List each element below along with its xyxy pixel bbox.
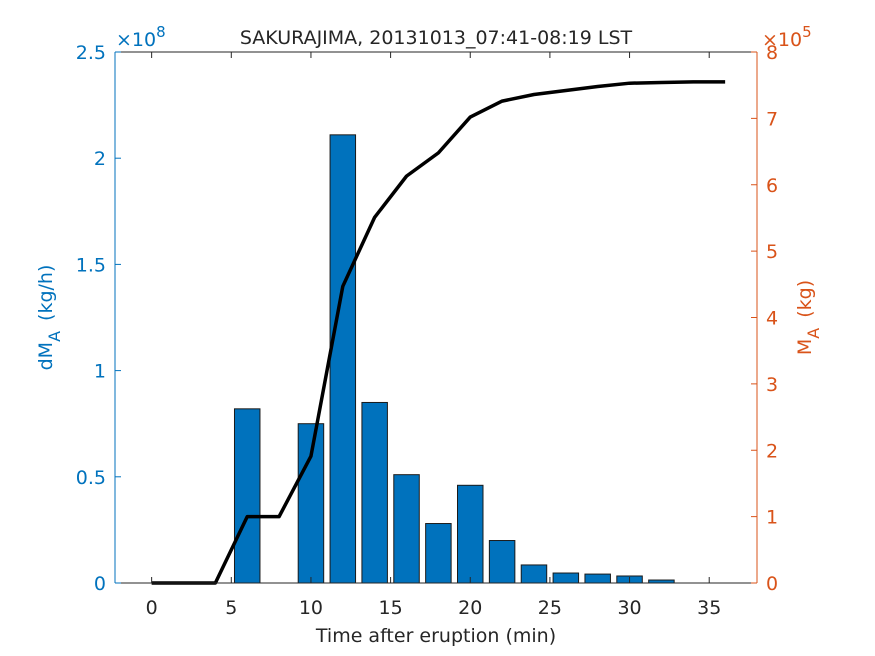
bar — [488, 540, 516, 584]
x-axis-label: Time after eruption (min) — [315, 625, 556, 647]
y2-tick-label: 8 — [766, 42, 778, 64]
bar — [552, 572, 580, 584]
y2-tick-label: 0 — [766, 573, 778, 595]
bar — [361, 401, 388, 584]
y2-tick-label: 5 — [766, 241, 778, 263]
line — [151, 80, 726, 585]
label-subscript: A — [804, 328, 823, 339]
y2-tick-label: 1 — [766, 507, 778, 529]
label-subscript: A — [45, 331, 64, 342]
exponent-power: 8 — [156, 23, 166, 41]
y2-tick-label: 7 — [766, 108, 778, 130]
x-tick-label: 25 — [538, 597, 562, 619]
y-axis-label: dMA (kg/h) — [35, 265, 64, 371]
exponent-power: 5 — [802, 23, 812, 41]
plot-area — [115, 52, 757, 583]
bar — [393, 474, 420, 584]
y-axis-label: MA (kg) — [794, 280, 823, 355]
label-text: dM — [35, 342, 57, 370]
y-tick-label: 1 — [94, 361, 106, 383]
bar — [584, 573, 611, 584]
x-tick-label: 0 — [146, 597, 158, 619]
y-tick-label: 2 — [94, 148, 106, 170]
label-unit: (kg/h) — [35, 265, 57, 321]
y-tick-label: 0 — [94, 573, 106, 595]
axis-exponent: ×108 — [116, 23, 166, 51]
x-tick-label: 20 — [458, 597, 482, 619]
x-tick-label: 35 — [697, 597, 721, 619]
label-unit: (kg) — [794, 280, 816, 318]
exponent-base: ×10 — [762, 29, 802, 51]
y-tick-label: 0.5 — [76, 467, 106, 489]
bar — [520, 564, 548, 584]
bar — [457, 484, 484, 584]
y2-tick-label: 6 — [766, 175, 778, 197]
x-tick-label: 15 — [379, 597, 403, 619]
y2-tick-label: 2 — [766, 440, 778, 462]
label-text: M — [794, 339, 816, 355]
y2-tick-label: 4 — [766, 308, 778, 330]
y-tick-label: 1.5 — [76, 254, 106, 276]
x-tick-label: 30 — [617, 597, 641, 619]
bar — [425, 523, 452, 584]
exponent-base: ×10 — [116, 29, 156, 51]
bar — [233, 408, 261, 584]
axis-exponent: ×105 — [762, 23, 812, 51]
y2-tick-label: 3 — [766, 374, 778, 396]
bar — [329, 134, 357, 584]
y-tick-label: 2.5 — [76, 42, 106, 64]
chart-title: SAKURAJIMA, 20131013_07:41-08:19 LST — [240, 27, 633, 49]
x-tick-label: 5 — [225, 597, 237, 619]
x-tick-label: 10 — [299, 597, 323, 619]
